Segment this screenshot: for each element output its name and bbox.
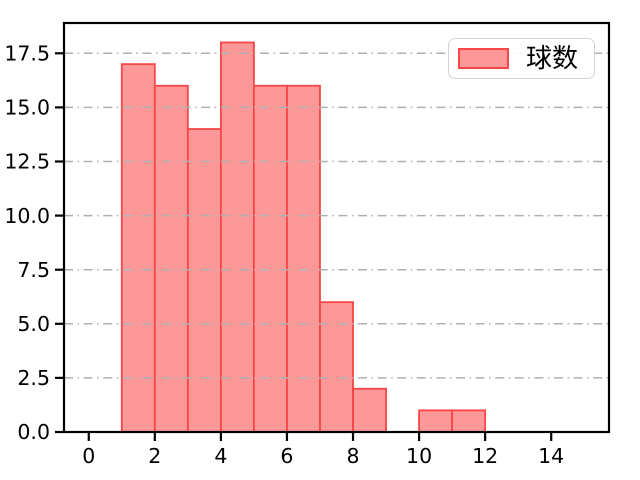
x-tick-label: 4 xyxy=(214,444,227,468)
histogram-bar xyxy=(253,84,288,433)
y-tick-label: 0.0 xyxy=(17,420,50,444)
y-tick-label: 7.5 xyxy=(17,258,50,282)
x-tick-label: 14 xyxy=(538,444,564,468)
x-tick-label: 0 xyxy=(82,444,95,468)
y-tick-label: 12.5 xyxy=(4,150,50,174)
y-tick-label: 17.5 xyxy=(4,42,50,66)
histogram-bar xyxy=(319,301,354,433)
histogram-bar xyxy=(186,128,222,433)
y-tick-label: 10.0 xyxy=(4,204,50,228)
legend-label: 球数 xyxy=(526,43,579,74)
x-tick-label: 10 xyxy=(406,444,432,468)
x-tick-label: 12 xyxy=(472,444,498,468)
histogram-bar xyxy=(153,84,189,433)
y-tick-label: 5.0 xyxy=(17,312,50,336)
plot-border xyxy=(62,21,611,434)
x-tick-label: 6 xyxy=(280,444,293,468)
y-tick-label: 2.5 xyxy=(17,366,50,390)
histogram-bar xyxy=(451,409,487,433)
histogram-bar xyxy=(418,409,454,433)
histogram-bar xyxy=(120,63,156,433)
legend-box: 球数 xyxy=(448,38,595,79)
histogram-bar xyxy=(352,387,387,433)
y-tick-label: 15.0 xyxy=(4,96,50,120)
x-tick-label: 8 xyxy=(346,444,359,468)
histogram-bar xyxy=(219,41,255,433)
x-tick-label: 2 xyxy=(148,444,161,468)
legend-color-patch xyxy=(458,48,509,69)
histogram-bar xyxy=(286,84,321,433)
